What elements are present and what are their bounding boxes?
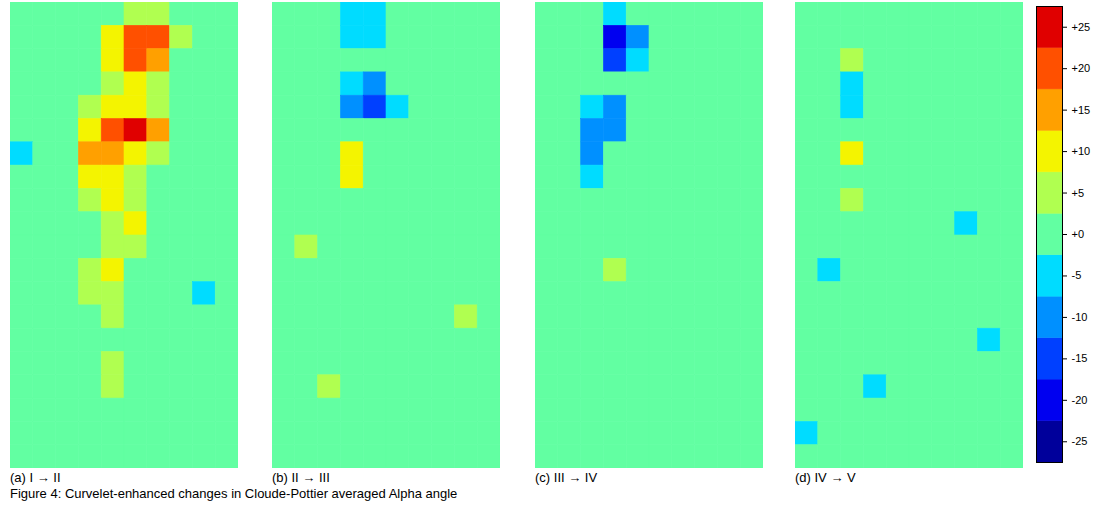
svg-text:+15: +15 bbox=[1072, 104, 1091, 116]
svg-text:+0: +0 bbox=[1072, 228, 1085, 240]
html-text:(b) II → III: (b) II → III bbox=[272, 470, 330, 485]
svg-text:+20: +20 bbox=[1072, 62, 1091, 74]
html-text:(d) IV → V: (d) IV → V bbox=[795, 470, 856, 485]
html-text:(c) III → IV: (c) III → IV bbox=[535, 470, 598, 485]
svg-text:-25: -25 bbox=[1072, 435, 1088, 447]
html-text:Figure 4: Curvelet-enhanced ch: Figure 4: Curvelet-enhanced changes in C… bbox=[10, 486, 458, 501]
svg-text:+25: +25 bbox=[1072, 21, 1091, 33]
svg-text:-5: -5 bbox=[1072, 269, 1082, 281]
svg-text:-20: -20 bbox=[1072, 394, 1088, 406]
svg-text:+10: +10 bbox=[1072, 145, 1091, 157]
svg-text:-15: -15 bbox=[1072, 352, 1088, 364]
svg-text:-10: -10 bbox=[1072, 311, 1088, 323]
svg-text:+5: +5 bbox=[1072, 187, 1085, 199]
html-text:(a) I → II: (a) I → II bbox=[10, 470, 61, 485]
